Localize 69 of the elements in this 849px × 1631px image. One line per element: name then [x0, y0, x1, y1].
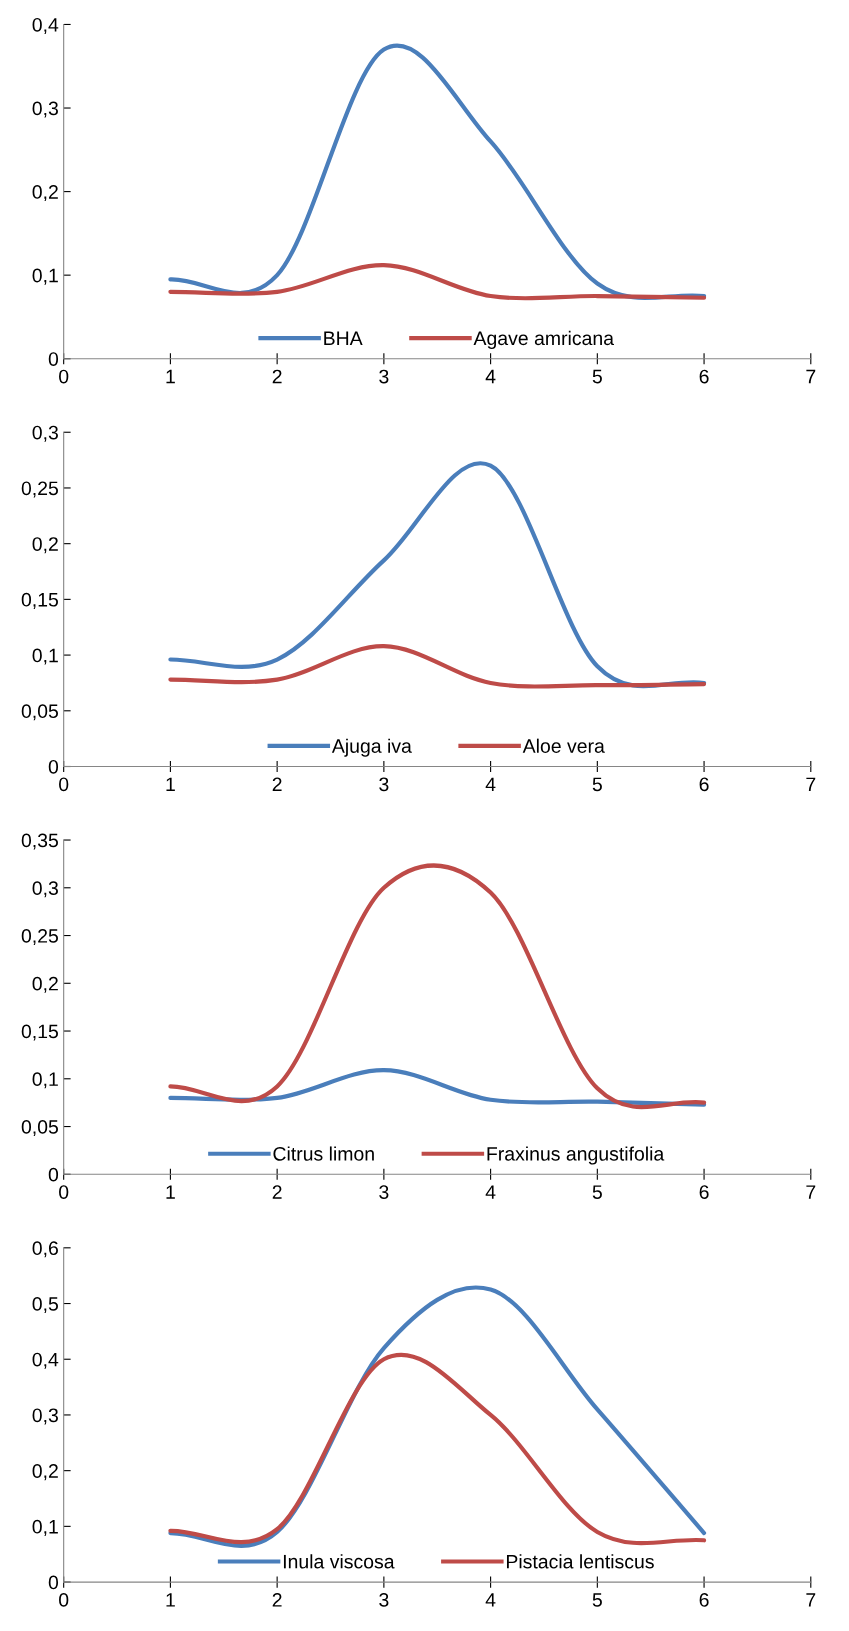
y-tick-label: 0,1 [32, 1072, 58, 1089]
x-tick-label: 0 [59, 777, 69, 792]
x-tick-label: 2 [272, 777, 282, 792]
x-tick-label: 7 [806, 369, 816, 384]
y-tick-label: 0,6 [32, 1241, 58, 1258]
y-tick-label: 0,35 [21, 833, 58, 850]
x-tick-label: 0 [59, 1593, 69, 1607]
x-tick-label: 5 [592, 369, 602, 384]
x-tick-label: 4 [485, 1185, 496, 1199]
x-tick-label: 2 [272, 1185, 282, 1199]
x-tick-label: 2 [272, 1593, 282, 1607]
y-tick-label: 0,5 [32, 1297, 58, 1314]
x-tick-label: 3 [379, 369, 389, 384]
x-tick-label: 7 [806, 1185, 816, 1199]
x-tick-label: 2 [272, 369, 282, 384]
y-tick-label: 0,3 [32, 881, 58, 898]
line-series [168, 644, 707, 689]
legend-label: BHA [324, 331, 363, 345]
line-series [168, 263, 707, 301]
y-tick-label: 0,2 [32, 185, 58, 202]
y-tick-label: 0,25 [21, 481, 58, 498]
legend-label: Pistacia lentiscus [506, 1554, 654, 1569]
legend-label: Aloe vera [522, 738, 605, 753]
legend-label: Inula viscosa [283, 1554, 395, 1569]
y-tick-label: 0,3 [32, 101, 58, 118]
y-tick-label: 0,1 [32, 648, 58, 665]
x-tick-label: 6 [699, 777, 709, 792]
x-tick-label: 5 [592, 1593, 602, 1607]
legend-label: Agave amricana [473, 330, 615, 349]
y-tick-label: 0,05 [21, 1120, 58, 1137]
x-tick-label: 5 [592, 1185, 602, 1199]
y-tick-label: 0,1 [32, 1519, 58, 1536]
y-tick-label: 0,4 [32, 17, 59, 34]
x-tick-label: 6 [699, 1593, 709, 1607]
y-tick-label: 0,05 [21, 704, 58, 721]
y-tick-label: 0,2 [32, 976, 58, 993]
y-tick-label: 0,1 [32, 268, 58, 285]
y-tick-label: 0,25 [21, 929, 58, 946]
y-tick-label: 0 [48, 759, 59, 774]
x-tick-label: 1 [166, 369, 175, 384]
x-tick-label: 5 [592, 777, 602, 792]
x-tick-label: 7 [806, 1593, 816, 1607]
y-tick-label: 0,3 [32, 425, 58, 442]
y-tick-label: 0 [48, 352, 59, 366]
legend-label: Fraxinus angustifolia [487, 1146, 665, 1165]
x-tick-label: 6 [699, 1185, 709, 1199]
y-tick-label: 0,2 [32, 1464, 58, 1481]
y-tick-label: 0,15 [21, 1024, 58, 1041]
y-tick-label: 0 [48, 1575, 59, 1590]
x-tick-label: 7 [806, 777, 816, 792]
y-tick-label: 0,15 [21, 592, 58, 609]
x-tick-label: 4 [485, 777, 496, 792]
x-tick-label: 1 [166, 777, 175, 792]
x-tick-label: 3 [379, 1593, 389, 1607]
x-tick-label: 1 [166, 1593, 175, 1607]
y-tick-label: 0,4 [32, 1352, 59, 1369]
y-tick-label: 0,2 [32, 537, 58, 554]
x-tick-label: 3 [379, 1185, 389, 1199]
x-tick-label: 4 [485, 369, 496, 384]
x-tick-label: 3 [379, 777, 389, 792]
x-tick-label: 6 [699, 369, 709, 384]
x-tick-label: 4 [485, 1593, 496, 1607]
x-tick-label: 0 [59, 1185, 69, 1199]
legend-label: Citrus limon [273, 1146, 374, 1161]
legend-label: Ajuga iva [331, 738, 412, 757]
x-tick-label: 1 [166, 1185, 175, 1199]
x-tick-label: 0 [59, 369, 69, 384]
y-tick-label: 0,3 [32, 1408, 58, 1425]
y-tick-label: 0 [48, 1167, 59, 1182]
